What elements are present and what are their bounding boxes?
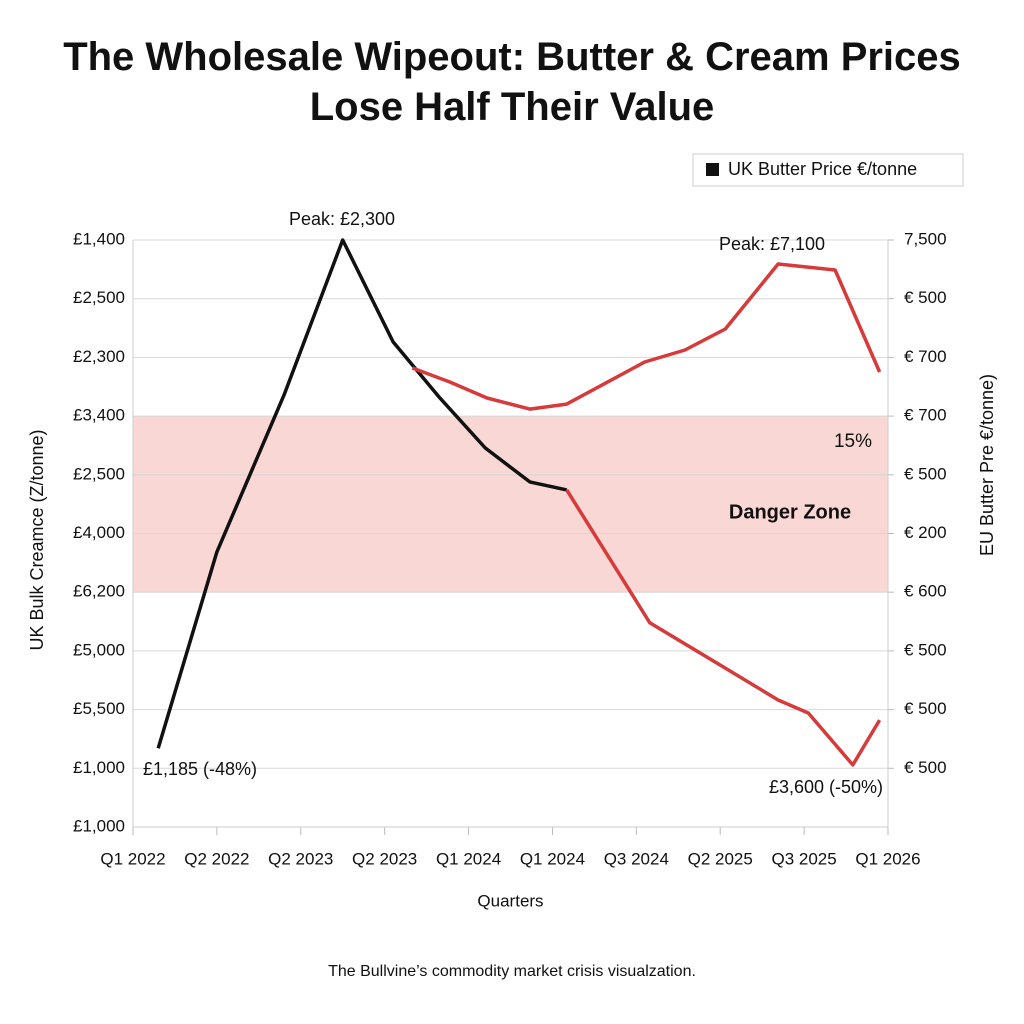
annotation: £3,600 (-50%) — [769, 777, 883, 797]
y2-tick-label: € 500 — [904, 699, 947, 718]
x-tick-label: Q1 2026 — [855, 849, 920, 868]
y2-tick-label: € 200 — [904, 523, 947, 542]
annotation: Peak: £2,300 — [289, 209, 395, 229]
series-line — [156, 238, 568, 749]
legend-label: UK Butter Price €/tonne — [728, 159, 917, 179]
y-tick-label: £6,200 — [73, 582, 125, 601]
y2-tick-label: € 500 — [904, 640, 947, 659]
legend-box — [692, 153, 964, 187]
y-tick-label: £1,400 — [73, 229, 125, 248]
y-tick-label: £2,500 — [73, 464, 125, 483]
series-line — [411, 262, 882, 411]
danger-band — [133, 416, 888, 593]
y2-axis-title: EU Butter Pre €/tonne) — [977, 374, 997, 556]
y-tick-label: £1,000 — [73, 816, 125, 835]
y2-tick-label: € 700 — [904, 347, 947, 366]
x-tick-label: Q2 2025 — [688, 849, 753, 868]
y2-tick-label: € 500 — [904, 464, 947, 483]
band-sublabel: 15% — [834, 431, 872, 452]
x-tick-label: Q2 2022 — [184, 849, 249, 868]
x-tick-label: Q2 2023 — [268, 849, 333, 868]
annotation: Peak: £7,100 — [719, 234, 825, 254]
annotation: £1,185 (-48%) — [143, 759, 257, 779]
series-line — [565, 488, 882, 767]
y-tick-label: £2,500 — [73, 288, 125, 307]
y2-tick-label: 7,500 — [904, 229, 947, 248]
y2-tick-label: € 600 — [904, 582, 947, 601]
y-axis-title: UK Bulk Creamce (Z/tonne) — [27, 429, 47, 650]
band-label: Danger Zone — [729, 501, 851, 523]
y-tick-label: £4,000 — [73, 523, 125, 542]
x-tick-label: Q3 2025 — [771, 849, 836, 868]
y2-tick-label: € 500 — [904, 288, 947, 307]
x-tick-label: Q1 2024 — [520, 849, 585, 868]
x-tick-label: Q3 2024 — [604, 849, 669, 868]
x-tick-label: Q1 2022 — [100, 849, 165, 868]
x-tick-label: Q2 2023 — [352, 849, 417, 868]
x-tick-label: Q1 2024 — [436, 849, 501, 868]
y-tick-label: £5,000 — [73, 640, 125, 659]
y2-tick-label: € 500 — [904, 758, 947, 777]
chart-title: The Wholesale Wipeout: Butter & Cream Pr… — [63, 35, 961, 129]
y-tick-label: £2,300 — [73, 347, 125, 366]
legend-swatch — [706, 163, 719, 176]
y-tick-label: £1,000 — [73, 758, 125, 777]
y-tick-label: £3,400 — [73, 406, 125, 425]
y2-tick-label: € 700 — [904, 406, 947, 425]
y-tick-label: £5,500 — [73, 699, 125, 718]
caption: The Bullvine’s commodity market crisis v… — [328, 963, 696, 980]
x-axis-title: Quarters — [477, 891, 543, 910]
